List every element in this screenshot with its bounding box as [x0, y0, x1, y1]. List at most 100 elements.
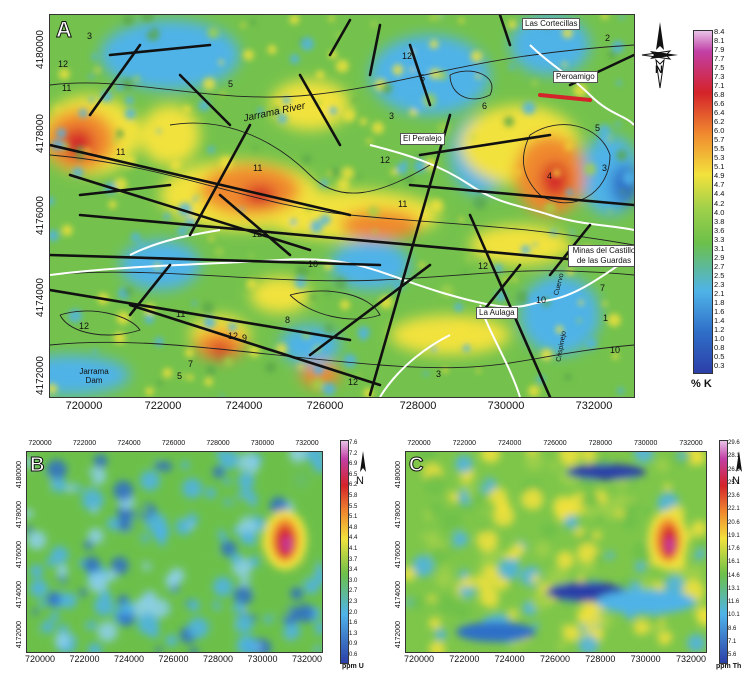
place-peroamigo: Peroamigo [553, 71, 598, 83]
north-arrow-icon-c [736, 451, 742, 472]
colorbar-tick: 19.1 [728, 532, 740, 539]
panel-b-letter: B [29, 454, 45, 477]
colorbar-tick: 2.9 [714, 252, 725, 262]
colorbar-a-unit: % K [691, 378, 712, 390]
geologic-unit-label: 1 [603, 313, 609, 323]
geologic-unit-label: 11 [62, 83, 72, 93]
x-tick-top: 724000 [117, 440, 141, 447]
panel-a: A Jarrama River Jarrama Dam Las Cortecil… [35, 14, 725, 412]
a-x-tick-6: 732000 [575, 400, 613, 412]
colorbar-tick: 20.6 [728, 519, 740, 526]
geologic-unit-label: 12 [228, 331, 239, 341]
colorbar-tick: 1.6 [349, 620, 358, 627]
a-y-tick-1: 4178000 [35, 114, 46, 153]
colorbar-tick: 6.2 [349, 482, 358, 489]
colorbar-tick: 16.1 [728, 559, 740, 566]
a-y-tick-4: 4172000 [35, 356, 46, 395]
x-tick-bottom: 732000 [675, 654, 707, 664]
geologic-unit-label: 4 [547, 171, 553, 181]
geologic-unit-label: 10 [308, 259, 319, 269]
geologic-unit-label: 3 [87, 31, 93, 41]
colorbar-tick: 8.1 [714, 36, 725, 46]
colorbar-tick: 1.4 [714, 315, 725, 325]
geologic-unit-label: 7 [600, 283, 606, 293]
geologic-unit-label: 11 [176, 309, 186, 319]
geologic-unit-label: 3 [436, 369, 442, 379]
place-minas-castillo: Minas del Castillo de las Guardas [568, 245, 634, 267]
colorbar-tick: 7.3 [714, 72, 725, 82]
x-tick-bottom: 722000 [69, 654, 100, 664]
x-tick-bottom: 720000 [24, 654, 56, 664]
x-tick-top: 722000 [72, 440, 97, 447]
y-tick: 4172000 [395, 621, 402, 649]
panel-b-map-svg [27, 452, 322, 652]
a-x-tick-3: 726000 [306, 400, 344, 412]
colorbar-b [340, 440, 349, 664]
colorbar-tick: 5.8 [349, 493, 358, 499]
colorbar-tick: 2.3 [349, 599, 358, 605]
north-arrow-icon-b [360, 451, 366, 472]
geologic-unit-label: 3 [389, 111, 395, 121]
colorbar-tick: 4.1 [349, 546, 358, 552]
colorbar-tick: 0.3 [714, 361, 725, 370]
y-tick: 4178000 [16, 501, 23, 529]
colorbar-tick: 5.1 [349, 514, 358, 521]
x-tick-top: 726000 [543, 440, 567, 447]
colorbar-tick: 5.5 [714, 144, 725, 154]
colorbar-tick: 3.1 [714, 243, 725, 253]
colorbar-tick: 17.6 [728, 546, 740, 552]
panel-a-map: A Jarrama River Jarrama Dam Las Cortecil… [49, 14, 635, 398]
colorbar-tick: 3.6 [714, 225, 725, 235]
colorbar-c [719, 440, 728, 664]
place-las-cortecillas: Las Cortecillas [522, 18, 581, 30]
panel-b-map: B [26, 451, 323, 653]
geologic-unit-label: 10 [536, 295, 547, 305]
x-tick-top: 722000 [452, 440, 477, 447]
colorbar-tick: 6.6 [714, 99, 725, 109]
colorbar-tick: 5.1 [714, 162, 725, 172]
colorbar-tick: 1.6 [714, 306, 725, 316]
colorbar-tick: 7.1 [714, 81, 725, 91]
colorbar-tick: 7.9 [714, 45, 725, 55]
geologic-unit-label: 12 [79, 321, 90, 331]
a-x-tick-1: 722000 [144, 400, 182, 412]
geologic-unit-label: 5 [595, 123, 601, 133]
dam-label: Jarrama Dam [79, 367, 109, 385]
geologic-unit-label: 12 [58, 59, 69, 69]
colorbar-tick: 0.5 [714, 351, 725, 361]
geologic-unit-label: 3 [602, 163, 608, 173]
colorbar-tick: 0.6 [349, 652, 358, 658]
colorbar-tick: 3.0 [349, 577, 358, 584]
y-tick: 4176000 [16, 541, 23, 569]
north-label-b: N [356, 475, 364, 487]
x-tick-top: 730000 [633, 440, 658, 447]
panel-c-map: C [405, 451, 707, 653]
a-y-tick-3: 4174000 [35, 278, 46, 317]
x-tick-top: 732000 [679, 440, 703, 447]
place-la-aulaga: La Aulaga [476, 307, 518, 319]
colorbar-tick: 3.7 [349, 556, 358, 563]
x-tick-bottom: 726000 [158, 654, 189, 664]
colorbar-tick: 5.6 [728, 652, 737, 658]
colorbar-tick: 25.1 [728, 479, 740, 486]
colorbar-tick: 8.4 [714, 27, 725, 36]
colorbar-tick: 0.9 [349, 641, 358, 648]
colorbar-tick: 6.4 [714, 108, 725, 118]
geologic-unit-label: 12 [380, 155, 391, 165]
colorbar-tick: 23.6 [728, 493, 740, 499]
place-el-peralejo: El Peralejo [400, 133, 445, 145]
colorbar-tick: 2.3 [714, 279, 725, 289]
x-tick-top: 726000 [161, 440, 186, 447]
colorbar-tick: 7.6 [349, 440, 358, 446]
x-tick-top: 732000 [295, 440, 319, 447]
north-label-a: N [655, 64, 663, 76]
panel-a-map-svg [50, 15, 634, 397]
colorbar-tick: 6.2 [714, 117, 725, 127]
x-tick-bottom: 724000 [494, 654, 525, 664]
colorbar-tick: 4.7 [714, 180, 725, 190]
geologic-unit-label: 2 [605, 33, 611, 43]
geologic-unit-label: 11 [116, 147, 126, 157]
colorbar-tick: 4.8 [349, 524, 358, 531]
colorbar-tick: 6.5 [349, 471, 358, 478]
panel-c-map-svg [406, 452, 706, 652]
